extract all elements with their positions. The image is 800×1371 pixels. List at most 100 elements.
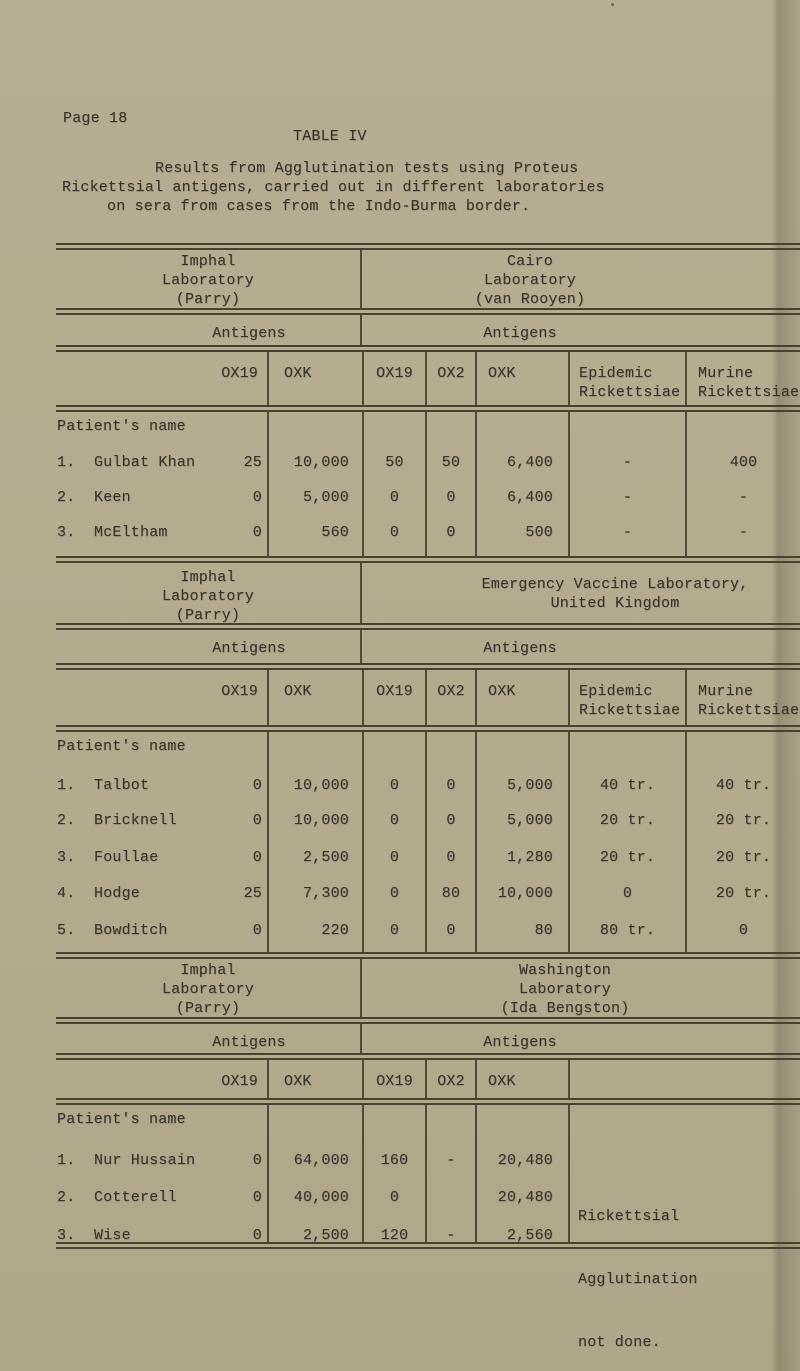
left-lab-header: Imphal Laboratory (Parry) <box>56 959 362 1017</box>
col-header-oxk-cairo: OXK <box>475 352 568 405</box>
table-row: 3. Wise 0 2,500 120 - 2,560 <box>56 1215 800 1249</box>
antigens-label-right: Antigens <box>483 640 557 657</box>
antigens-label-left: Antigens <box>56 1024 362 1053</box>
cell-oxk-uk: 80 <box>475 910 568 952</box>
col-header-ox19-imphal: OX19 <box>221 683 258 700</box>
column-header-row: OX19 OXK OX19 OX2 OXK Epidemic Rickettsi… <box>56 670 800 732</box>
cell-ox19-imphal: 0 <box>252 812 262 829</box>
cell-ox19-washington: 160 <box>362 1140 425 1177</box>
row-number: 2. <box>57 812 76 829</box>
table-imphal-vs-washington: Imphal Laboratory (Parry) Washington Lab… <box>56 952 800 1351</box>
cell-oxk-imphal: 10,000 <box>267 765 362 800</box>
table-row: 4. Hodge 25 7,300 0 80 10,000 0 20 tr. <box>56 873 800 910</box>
cell-ox19-imphal: 0 <box>252 524 262 541</box>
cell-epidemic: 40 tr. <box>568 765 685 800</box>
note-line: Agglutination <box>578 1271 698 1288</box>
patient-name: Keen <box>94 489 131 506</box>
cell-ox2-washington: - <box>425 1215 475 1243</box>
cell-oxk-imphal: 560 <box>267 512 362 556</box>
lab-name-line: Laboratory <box>161 272 254 289</box>
paper-speck <box>611 3 614 6</box>
cell-oxk-washington: 20,480 <box>475 1140 568 1177</box>
patient-name: Gulbat Khan <box>94 454 196 471</box>
patients-label-row: Patient's name <box>56 1105 800 1140</box>
patient-name: Hodge <box>94 885 141 902</box>
cell-oxk-imphal: 2,500 <box>267 1215 362 1243</box>
cell-oxk-imphal: 5,000 <box>267 477 362 512</box>
cell-epidemic: - <box>568 512 685 556</box>
patient-name: Cotterell <box>94 1189 177 1206</box>
right-lab-header: Emergency Vaccine Laboratory, United Kin… <box>362 563 800 623</box>
col-header-ox19-imphal: OX19 <box>221 365 258 382</box>
cell-epidemic: 20 tr. <box>568 800 685 837</box>
table-row: 2. Cotterell 0 40,000 0 20,480 <box>56 1177 800 1215</box>
table-row: 1. Gulbat Khan 25 10,000 50 50 6,400 - 400 <box>56 442 800 477</box>
table-row: 5. Bowditch 0 220 0 0 80 80 tr. 0 <box>56 910 800 952</box>
cell-epidemic: 0 <box>568 873 685 910</box>
cell-ox2-cairo: 0 <box>425 477 475 512</box>
cell-oxk-uk: 5,000 <box>475 800 568 837</box>
cell-ox19-cairo: 0 <box>362 512 425 556</box>
cell-ox2-washington <box>425 1177 475 1215</box>
cell-epidemic: - <box>568 442 685 477</box>
cell-oxk-cairo: 6,400 <box>475 442 568 477</box>
row-number: 2. <box>57 1189 76 1206</box>
cell-ox19-washington: 0 <box>362 1177 425 1215</box>
cell-oxk-cairo: 6,400 <box>475 477 568 512</box>
cell-oxk-imphal: 10,000 <box>267 442 362 477</box>
col-header-oxk-imphal: OXK <box>267 670 362 725</box>
patient-name: Bricknell <box>94 812 177 829</box>
cell-murine: 20 tr. <box>685 873 800 910</box>
patients-label: Patient's name <box>57 1111 186 1128</box>
cell-murine: 20 tr. <box>685 800 800 837</box>
lab-name-line: Laboratory <box>161 981 254 998</box>
cell-murine: - <box>685 477 800 512</box>
table-row: 3. Foullae 0 2,500 0 0 1,280 20 tr. 20 tr. <box>56 837 800 873</box>
cell-ox19-imphal: 0 <box>252 777 262 794</box>
patients-label-row: Patient's name <box>56 412 800 442</box>
page-number: Page 18 <box>63 110 128 127</box>
antigens-label-left: Antigens <box>56 630 362 663</box>
cell-ox19-imphal: 0 <box>252 922 262 939</box>
cell-ox2-uk: 80 <box>425 873 475 910</box>
col-header-ox19-washington: OX19 <box>362 1060 425 1098</box>
cell-ox19-imphal: 0 <box>252 1227 262 1244</box>
cell-ox19-cairo: 50 <box>362 442 425 477</box>
subtitle-line-2: Rickettsial antigens, carried out in dif… <box>62 179 605 196</box>
cell-oxk-uk: 1,280 <box>475 837 568 873</box>
cell-murine: 40 tr. <box>685 765 800 800</box>
patients-label: Patient's name <box>57 738 186 755</box>
cell-ox19-imphal: 0 <box>252 489 262 506</box>
col-header-ox2-washington: OX2 <box>425 1060 475 1098</box>
antigens-label-left: Antigens <box>56 315 362 345</box>
table-row: 1. Talbot 0 10,000 0 0 5,000 40 tr. 40 tr. <box>56 765 800 800</box>
row-number: 1. <box>57 777 76 794</box>
cell-ox19-imphal: 0 <box>252 1152 262 1169</box>
cell-ox19-uk: 0 <box>362 765 425 800</box>
note-line: Rickettsial <box>578 1208 680 1225</box>
column-header-row: OX19 OXK OX19 OX2 OXK Epidemic Rickettsi… <box>56 352 800 412</box>
subtitle-line-1: Results from Agglutination tests using P… <box>155 160 579 177</box>
column-header-row: OX19 OXK OX19 OX2 OXK <box>56 1060 800 1105</box>
col-header-oxk-imphal: OXK <box>267 352 362 405</box>
cell-oxk-imphal: 40,000 <box>267 1177 362 1215</box>
cell-epidemic: 20 tr. <box>568 837 685 873</box>
lab-name-line: Cairo <box>506 253 553 270</box>
patient-name: Wise <box>94 1227 131 1244</box>
lab-name-line: Laboratory <box>483 272 576 289</box>
antigens-label-right: Antigens <box>483 1034 557 1051</box>
cell-oxk-imphal: 64,000 <box>267 1140 362 1177</box>
cell-ox2-washington: - <box>425 1140 475 1177</box>
patient-name: McEltham <box>94 524 168 541</box>
col-header-murine-rickettsiae: Murine Rickettsiae <box>685 352 800 405</box>
table-title: TABLE IV <box>293 128 367 145</box>
lab-name-line: (Ida Bengston) <box>500 1000 630 1017</box>
col-header-ox19-imphal: OX19 <box>221 1073 258 1090</box>
cell-ox19-imphal: 25 <box>243 885 262 902</box>
table-imphal-vs-cairo: Imphal Laboratory (Parry) Cairo Laborato… <box>56 243 800 556</box>
cell-oxk-cairo: 500 <box>475 512 568 556</box>
lab-header-row: Imphal Laboratory (Parry) Emergency Vacc… <box>56 556 800 630</box>
lab-name-line: Laboratory <box>518 981 611 998</box>
antigens-label-right: Antigens <box>483 325 557 342</box>
